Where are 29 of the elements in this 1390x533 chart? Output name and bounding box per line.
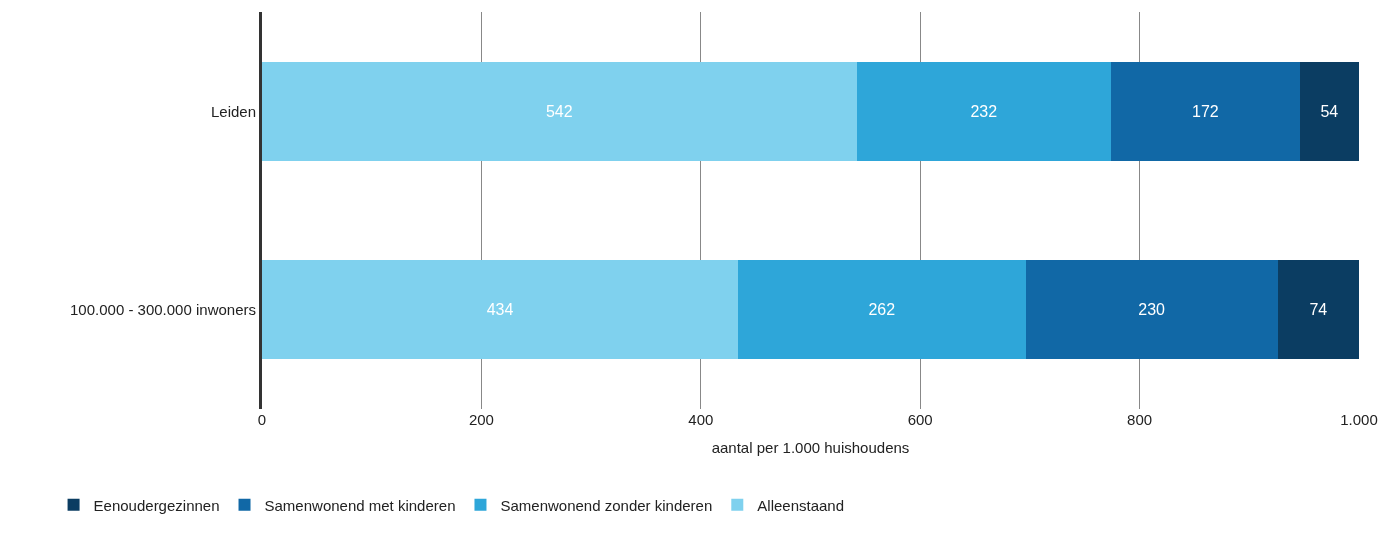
bar: [1299, 61, 1359, 161]
bar: [856, 61, 1112, 161]
x-tick-label: 400: [688, 411, 714, 428]
data-label: 74: [1309, 301, 1328, 319]
x-tick-label: 600: [907, 411, 933, 428]
x-tick-label: 200: [468, 411, 494, 428]
data-label: 172: [1192, 102, 1219, 120]
bar: [738, 260, 1026, 360]
data-label: 54: [1320, 102, 1339, 120]
legend-label: Alleenstaand: [757, 496, 845, 514]
x-tick-label: 1.000: [1340, 411, 1378, 428]
y-tick-label: Leiden: [210, 102, 256, 120]
bar: [262, 61, 857, 161]
legend-label: Eenoudergezinnen: [93, 496, 220, 514]
x-tick-label: 800: [1127, 411, 1153, 428]
legend-label: Samenwonend zonder kinderen: [500, 496, 713, 514]
data-label: 434: [486, 301, 514, 319]
x-axis-title: aantal per 1.000 huishoudens: [711, 439, 910, 456]
legend-label: Samenwonend met kinderen: [264, 496, 456, 514]
bar: [262, 260, 739, 360]
y-tick-label: 100.000 - 300.000 inwoners: [70, 301, 256, 318]
bar: [1277, 260, 1359, 360]
data-label: 230: [1138, 301, 1166, 319]
bar: [1025, 260, 1278, 360]
data-label: 542: [545, 102, 573, 120]
x-tick-label: 0: [257, 411, 267, 428]
bar: [1111, 61, 1300, 161]
data-label: 232: [970, 102, 998, 120]
data-label: 262: [868, 301, 896, 319]
